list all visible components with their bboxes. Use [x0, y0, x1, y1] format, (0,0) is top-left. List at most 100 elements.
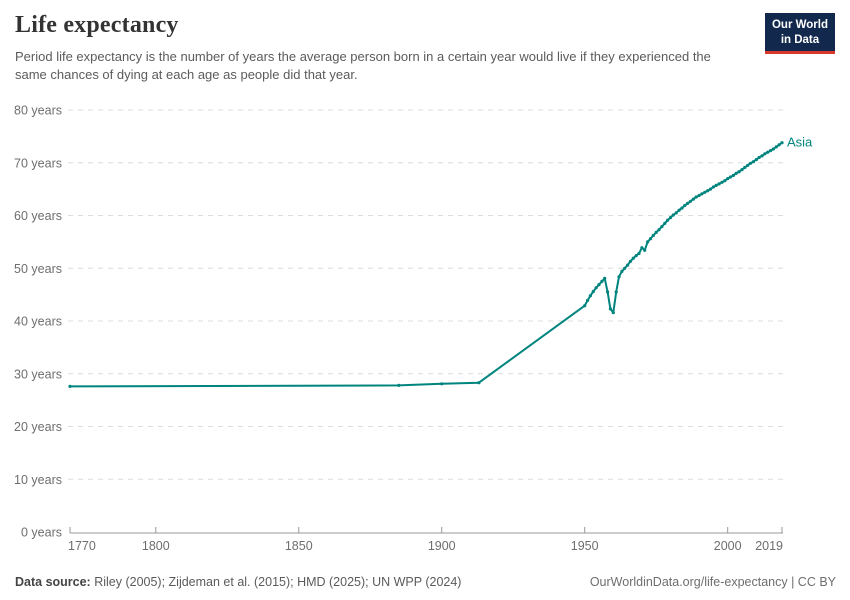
data-point-marker [440, 382, 444, 386]
data-point-marker [737, 170, 741, 174]
data-point-marker [663, 221, 667, 225]
data-point-marker [726, 177, 730, 181]
y-axis-tick-label: 40 years [14, 315, 62, 329]
owid-link[interactable]: OurWorldinData.org/life-expectancy | CC … [589, 575, 836, 589]
y-axis-tick-label: 60 years [14, 209, 62, 223]
data-point-marker [777, 143, 781, 147]
x-axis-tick-label: 1800 [142, 539, 170, 553]
data-point-marker [611, 311, 615, 315]
data-point-marker [631, 256, 635, 260]
data-point-marker [586, 298, 590, 302]
page-title: Life expectancy [15, 12, 179, 38]
data-point-marker [588, 294, 593, 298]
data-point-marker [603, 276, 607, 280]
data-point-marker [620, 269, 624, 273]
data-point-marker [668, 216, 673, 220]
data-point-marker [720, 180, 724, 184]
data-point-marker [697, 193, 701, 198]
data-point-marker [731, 173, 736, 177]
data-point-marker [746, 163, 750, 167]
x-axis-tick-label: 1900 [428, 539, 456, 553]
data-point-marker [760, 154, 764, 158]
data-point-marker [686, 201, 690, 205]
data-source-text: Riley (2005); Zijdeman et al. (2015); HM… [90, 575, 462, 589]
data-point-marker [654, 230, 658, 234]
data-point-marker [666, 218, 670, 222]
data-point-marker [757, 155, 761, 160]
data-source-note: Data source: Riley (2005); Zijdeman et a… [15, 575, 461, 589]
data-point-marker [674, 211, 678, 215]
data-point-marker [711, 185, 716, 189]
data-point-marker [734, 171, 738, 175]
chart-header: Life expectancy Period life expectancy i… [15, 12, 835, 85]
data-point-marker [754, 158, 758, 162]
x-axis-tick-label: 2019 [755, 539, 783, 553]
y-axis-tick-label: 50 years [14, 262, 62, 276]
chart-subtitle: Period life expectancy is the number of … [15, 49, 711, 83]
x-axis-tick-label: 1950 [571, 539, 599, 553]
y-axis-tick-label: 0 years [21, 526, 62, 540]
data-point-marker [708, 187, 713, 191]
data-point-marker [700, 192, 704, 196]
data-point-marker [763, 152, 767, 156]
owid-logo-line2: in Data [780, 33, 820, 46]
data-point-marker [628, 259, 633, 263]
data-point-marker [714, 183, 718, 187]
data-point-marker [594, 286, 598, 290]
data-point-marker [614, 290, 618, 294]
data-point-marker [677, 208, 681, 212]
data-point-marker [743, 165, 747, 170]
data-point-marker [694, 195, 698, 199]
data-point-marker [774, 145, 778, 149]
chart-footer: Data source: Riley (2005); Zijdeman et a… [15, 575, 836, 589]
owid-logo-line1: Our World [771, 19, 828, 31]
data-point-marker [477, 381, 481, 385]
data-point-marker [591, 289, 595, 294]
data-point-marker [680, 206, 684, 210]
data-point-marker [608, 307, 613, 311]
owid-logo[interactable]: Our World in Data [764, 13, 835, 54]
data-point-marker [780, 141, 784, 145]
data-point-marker [671, 213, 675, 217]
data-point-marker [640, 246, 644, 250]
data-point-marker [766, 150, 770, 154]
data-point-marker [648, 237, 653, 241]
data-point-marker [683, 203, 687, 208]
data-point-marker [643, 248, 647, 252]
x-axis-tick-label: 1770 [68, 539, 96, 553]
x-axis-tick-label: 1850 [285, 539, 313, 553]
data-point-marker [617, 275, 621, 279]
data-point-marker [651, 233, 655, 238]
y-axis-tick-label: 20 years [14, 420, 62, 434]
y-axis-tick-label: 30 years [14, 367, 62, 381]
data-point-marker [688, 199, 693, 203]
y-axis-tick-label: 10 years [14, 473, 62, 487]
data-point-marker [634, 254, 638, 258]
data-point-marker [600, 279, 604, 283]
data-point-marker [703, 190, 707, 194]
data-point-marker [660, 225, 664, 229]
data-point-marker [646, 240, 650, 244]
data-point-marker [606, 290, 610, 294]
series-label-asia[interactable]: Asia [787, 135, 813, 150]
data-point-marker [769, 149, 773, 153]
data-point-marker [583, 304, 587, 308]
data-point-marker [597, 283, 601, 287]
data-point-marker [771, 147, 776, 151]
data-point-marker [728, 175, 733, 179]
data-point-marker [706, 189, 710, 193]
data-point-marker [717, 182, 721, 186]
data-point-marker [751, 160, 756, 164]
life-expectancy-line-asia[interactable] [69, 141, 783, 388]
data-point-marker [657, 228, 661, 232]
y-axis-tick-label: 70 years [14, 156, 62, 170]
data-point-marker [623, 266, 627, 270]
data-point-marker [691, 197, 696, 201]
data-point-marker [748, 161, 753, 165]
data-point-marker [637, 251, 641, 256]
data-point-marker [68, 384, 72, 388]
x-axis-tick-label: 2000 [714, 539, 742, 553]
data-point-marker [723, 179, 727, 183]
